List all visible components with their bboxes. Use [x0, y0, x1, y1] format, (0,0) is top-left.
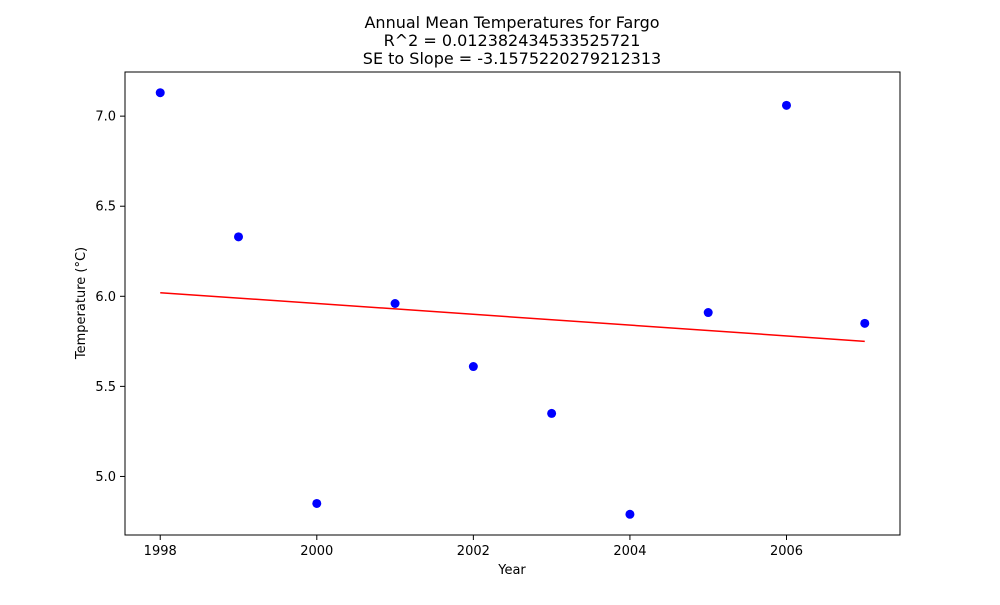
data-point: [155, 88, 165, 98]
chart-subtitle-r2: R^2 = 0.012382434533525721: [384, 31, 641, 50]
x-axis: 1998 2000 2002 2004 2006: [144, 535, 803, 559]
chart-subtitle-se: SE to Slope = -3.1575220279212313: [363, 49, 661, 68]
y-tick-label: 7.0: [95, 110, 116, 125]
x-tick-label: 2004: [613, 544, 646, 559]
x-axis-label: Year: [497, 563, 526, 578]
data-point: [860, 318, 870, 328]
y-axis: 5.0 5.5 6.0 6.5 7.0: [95, 110, 125, 485]
data-point: [781, 100, 791, 110]
x-tick-label: 2006: [770, 544, 803, 559]
plot-area: [155, 88, 870, 519]
data-point: [312, 498, 322, 508]
data-point: [625, 509, 635, 519]
chart-title: Annual Mean Temperatures for Fargo: [364, 13, 659, 32]
y-tick-label: 5.0: [95, 470, 116, 485]
data-point: [547, 408, 557, 418]
data-point: [234, 232, 244, 242]
y-tick-label: 5.5: [95, 380, 116, 395]
x-tick-label: 2000: [300, 544, 333, 559]
data-point: [703, 308, 713, 318]
data-point: [390, 299, 400, 308]
y-tick-label: 6.5: [95, 200, 116, 215]
y-axis-label: Temperature (°C): [74, 247, 89, 360]
regression-line: [160, 291, 865, 343]
data-point: [468, 362, 478, 372]
y-tick-label: 6.0: [95, 290, 116, 305]
x-tick-label: 2002: [457, 544, 490, 559]
x-tick-label: 1998: [144, 544, 177, 559]
plot-frame: [124, 71, 901, 536]
